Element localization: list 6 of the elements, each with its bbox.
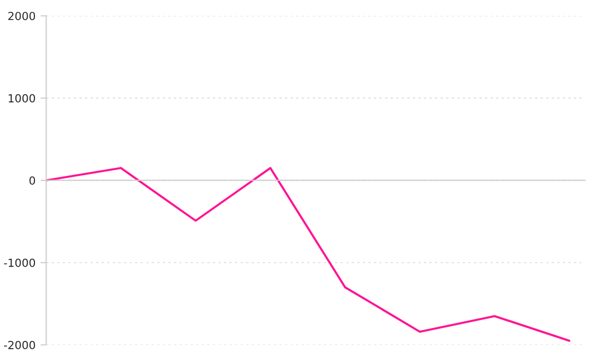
y-tick-label: -1000 — [4, 258, 36, 267]
y-tick-label: 0 — [29, 176, 36, 185]
y-tick-label: 1000 — [8, 94, 36, 102]
line-series — [46, 166, 570, 342]
y-tick-label: -2000 — [4, 340, 36, 350]
y-tick-label: 2000 — [8, 12, 36, 20]
